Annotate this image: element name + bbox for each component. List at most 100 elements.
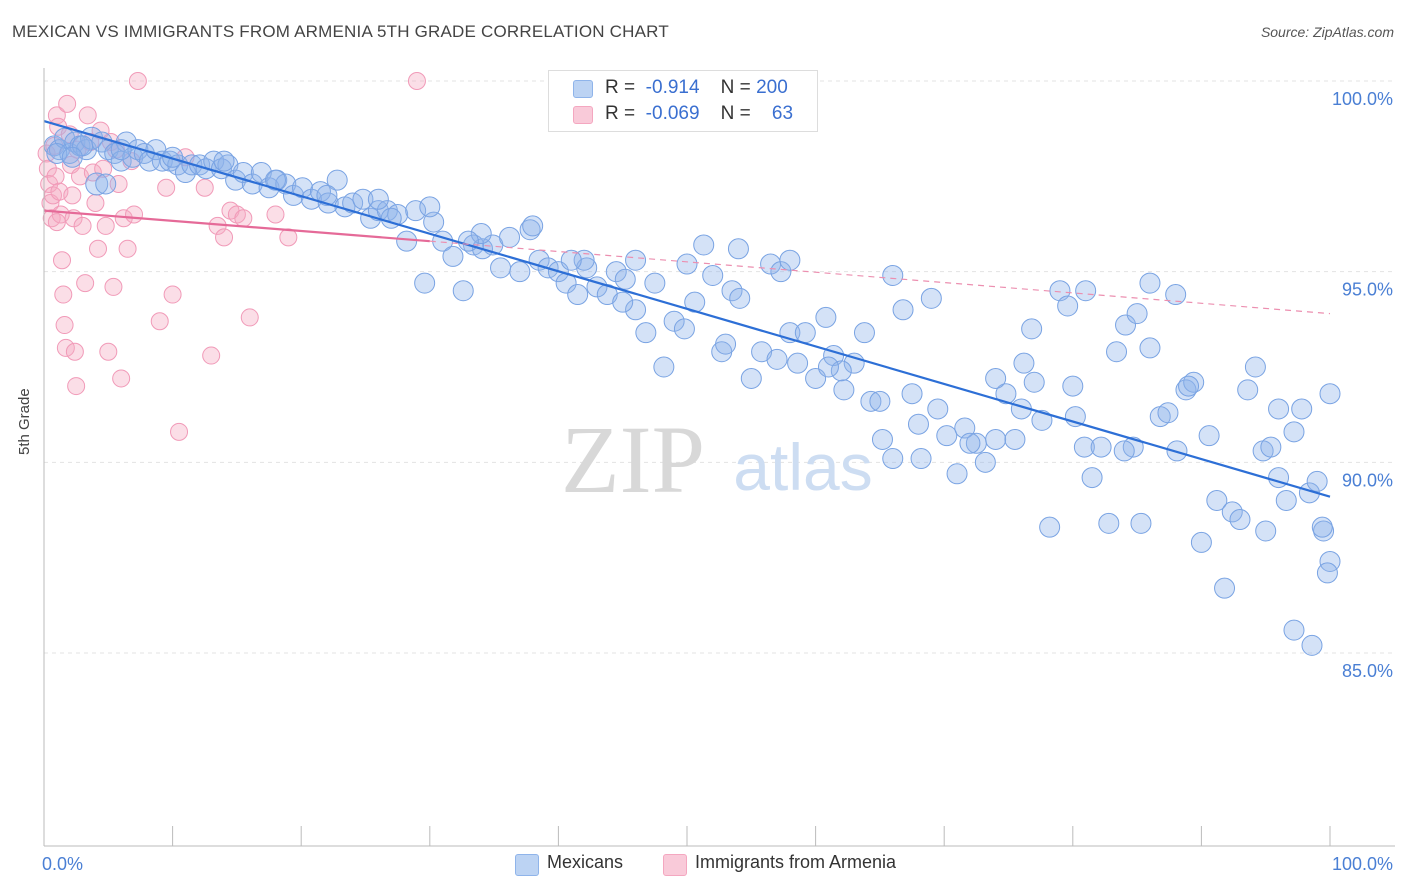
point-mexicans [1291,398,1313,420]
point-mexicans [833,379,855,401]
point-mexicans [676,253,698,275]
trend-line-mexicans [43,119,1331,498]
point-mexicans [573,249,595,271]
point-mexicans [1098,512,1120,534]
point-mexicans [61,146,83,168]
point-mexicans [1049,280,1071,302]
point-mexicans [1255,520,1277,542]
point-armenia [234,209,253,228]
point-mexicans [326,169,348,191]
point-mexicans [522,215,544,237]
point-mexicans [794,322,816,344]
point-mexicans [1301,634,1323,656]
r-value: -0.069 [645,103,700,124]
point-mexicans [1275,489,1297,511]
point-armenia [89,239,108,258]
point-mexicans [1283,421,1305,443]
axes: 0.0% 100.0% [42,68,1395,874]
point-armenia [63,186,82,205]
point-mexicans [946,463,968,485]
trend-lines [43,119,1331,498]
point-mexicans [452,280,474,302]
point-mexicans [442,245,464,267]
point-mexicans [213,150,235,172]
point-armenia [96,216,115,235]
point-mexicans [625,299,647,321]
point-mexicans [927,398,949,420]
point-mexicans [1157,402,1179,424]
point-mexicans [1004,428,1026,450]
point-armenia [47,213,66,232]
point-mexicans [1139,337,1161,359]
point-mexicans [1039,516,1061,538]
point-mexicans [702,264,724,286]
point-mexicans [291,177,313,199]
point-mexicans [605,261,627,283]
x-tick-label: 100.0% [1332,854,1393,874]
point-mexicans [560,249,582,271]
point-mexicans [1023,371,1045,393]
x-tick-label: 0.0% [42,854,83,874]
point-mexicans [189,154,211,176]
point-mexicans [892,299,914,321]
point-armenia [125,205,144,224]
point-armenia [76,274,95,293]
point-armenia [40,174,59,193]
point-armenia [53,251,72,270]
y-tick-label: 90.0% [1342,470,1393,490]
point-mexicans [1221,501,1243,523]
point-mexicans [419,196,441,218]
point-mexicans [729,287,751,309]
point-mexicans [920,287,942,309]
point-mexicans [1073,436,1095,458]
legend-label-mexicans: Mexicans [547,852,624,872]
point-armenia [91,121,110,140]
point-mexicans [612,291,634,313]
legend-swatch-mexicans [573,80,593,98]
point-mexicans [1175,379,1197,401]
point-armenia [54,285,73,304]
point-mexicans [1268,398,1290,420]
point-mexicans [250,162,272,184]
point-armenia [78,106,97,125]
point-mexicans [1190,531,1212,553]
point-mexicans [509,261,531,283]
grid-lines: 85.0% 90.0% 95.0% 100.0% [44,80,1395,681]
point-mexicans [1057,295,1079,317]
point-mexicans [1115,314,1137,336]
point-mexicans [985,367,1007,389]
legend-swatch-mexicans [515,854,539,876]
point-mexicans [770,261,792,283]
trend-line-armenia-extension [429,240,1331,315]
point-mexicans [1237,379,1259,401]
point-mexicans [936,425,958,447]
point-mexicans [860,390,882,412]
point-mexicans [715,333,737,355]
point-armenia [215,228,234,247]
point-mexicans [470,223,492,245]
point-mexicans [1260,436,1282,458]
point-mexicans [127,139,149,161]
point-mexicans [499,226,521,248]
y-tick-label: 95.0% [1342,280,1393,300]
point-armenia [157,178,176,197]
point-armenia [112,369,131,388]
point-mexicans [614,268,636,290]
point-mexicans [644,272,666,294]
point-mexicans [853,322,875,344]
n-value: 63 [771,103,794,124]
point-mexicans [1214,577,1236,599]
point-mexicans [1319,383,1341,405]
point-mexicans [282,184,304,206]
point-mexicans [576,257,598,279]
point-mexicans [727,238,749,260]
point-mexicans [974,451,996,473]
point-mexicans [995,383,1017,405]
point-mexicans [693,234,715,256]
point-mexicans [959,432,981,454]
point-armenia [279,228,298,247]
point-mexicans [264,169,286,191]
series-mexicans-points [43,126,1341,656]
point-mexicans [1198,425,1220,447]
